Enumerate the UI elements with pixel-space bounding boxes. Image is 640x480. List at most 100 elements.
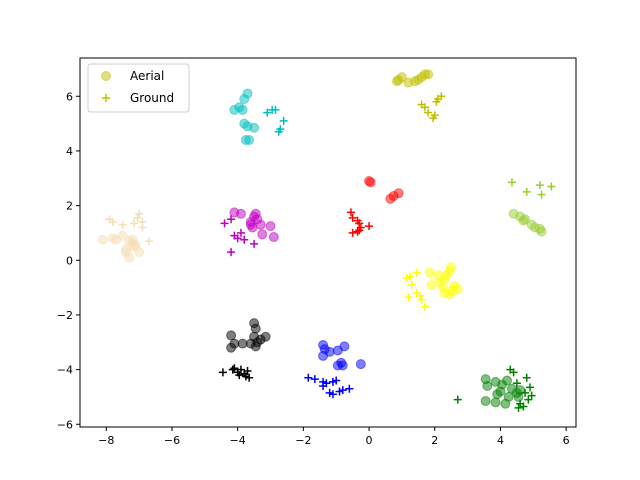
x-tick-label: 0 — [366, 434, 373, 447]
aerial-point — [324, 346, 335, 357]
ground-point — [406, 272, 415, 281]
y-tick-label: −4 — [57, 364, 73, 377]
ground-point — [144, 237, 153, 246]
cluster-7 — [218, 318, 271, 382]
aerial-point — [120, 247, 131, 258]
cluster-8 — [304, 340, 366, 399]
aerial-point — [226, 342, 237, 353]
legend-marker-plus — [102, 94, 110, 102]
aerial-point — [134, 247, 145, 258]
aerial-point — [482, 381, 493, 391]
ground-point — [133, 213, 142, 222]
ground-point — [235, 371, 244, 380]
aerial-point — [444, 289, 455, 300]
ground-point — [118, 220, 127, 229]
ground-point — [407, 280, 416, 289]
aerial-point — [446, 262, 457, 273]
ground-point — [526, 383, 535, 392]
y-axis: −6 −4 −2 0 2 4 6 — [57, 90, 80, 431]
aerial-point — [536, 226, 547, 237]
ground-point — [328, 390, 337, 399]
aerial-point — [337, 360, 348, 371]
cluster-2 — [97, 209, 153, 263]
aerial-point — [250, 323, 261, 334]
x-tick-label: 6 — [563, 434, 570, 447]
aerial-point — [257, 229, 268, 240]
ground-point — [507, 178, 516, 187]
ground-point — [138, 218, 147, 226]
aerial-point — [235, 208, 246, 219]
aerial-point — [97, 234, 108, 245]
ground-point — [332, 376, 341, 385]
ground-point — [420, 103, 429, 112]
ground-point — [271, 105, 280, 114]
ground-point — [547, 182, 556, 191]
aerial-point — [500, 398, 511, 409]
ground-point — [535, 181, 544, 190]
aerial-point — [117, 230, 128, 241]
legend: Aerial Ground — [87, 63, 190, 113]
aerial-point — [424, 267, 435, 278]
ground-point — [437, 92, 446, 101]
aerial-point — [237, 104, 248, 115]
ground-point — [243, 366, 252, 375]
ground-point — [453, 395, 462, 404]
aerial-point — [490, 397, 501, 408]
aerial-point — [423, 69, 434, 80]
ground-point — [345, 384, 354, 393]
ground-point — [279, 116, 288, 125]
ground-point — [245, 373, 254, 382]
aerial-point — [520, 214, 531, 225]
ground-point — [310, 375, 319, 384]
aerial-point — [237, 338, 248, 349]
ground-point — [519, 402, 528, 411]
cluster-0 — [391, 69, 446, 123]
aerial-point — [255, 219, 266, 230]
aerial-point — [480, 396, 491, 407]
legend-box — [87, 63, 190, 113]
aerial-point — [391, 76, 402, 87]
ground-point — [230, 364, 239, 373]
aerial-point — [242, 88, 253, 99]
aerial-point — [502, 375, 513, 386]
ground-point — [236, 228, 245, 237]
aerial-point — [244, 135, 255, 145]
x-tick-label: 4 — [497, 434, 504, 447]
y-tick-label: 0 — [66, 254, 73, 267]
ground-point — [522, 187, 531, 196]
ground-point — [365, 222, 374, 231]
aerial-point — [513, 391, 524, 402]
aerial-point — [364, 176, 375, 186]
ground-point — [355, 226, 364, 235]
ground-point — [417, 295, 426, 304]
aerial-point — [260, 331, 271, 342]
aerial-point — [265, 221, 276, 232]
ground-point — [415, 291, 424, 300]
y-tick-label: −6 — [57, 418, 73, 431]
ground-point — [240, 235, 249, 244]
ground-point — [524, 395, 533, 404]
x-axis: −8 −6 −4 −2 0 2 4 6 — [98, 427, 570, 447]
cluster-6 — [402, 262, 463, 311]
ground-point — [522, 373, 531, 382]
ground-point — [412, 268, 421, 277]
cluster-3 — [220, 207, 279, 257]
aerial-point — [127, 234, 138, 245]
ground-point — [424, 108, 433, 117]
aerial-point — [355, 359, 366, 370]
cluster-5 — [507, 178, 556, 237]
y-tick-label: 2 — [66, 200, 73, 213]
x-tick-label: −8 — [98, 434, 114, 447]
x-tick-label: 2 — [431, 434, 438, 447]
aerial-point — [426, 279, 437, 290]
aerial-point — [410, 76, 421, 87]
ground-point — [130, 219, 139, 228]
ground-point — [274, 127, 283, 136]
aerial-point — [245, 338, 256, 349]
ground-point — [228, 365, 237, 374]
ground-point — [346, 208, 355, 217]
x-tick-label: −2 — [295, 434, 311, 447]
y-tick-label: −2 — [57, 309, 73, 322]
ground-point — [233, 234, 242, 243]
